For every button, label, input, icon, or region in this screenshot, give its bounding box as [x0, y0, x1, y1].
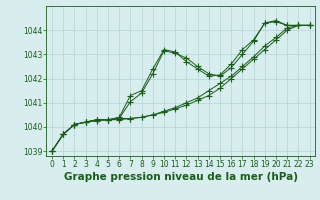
X-axis label: Graphe pression niveau de la mer (hPa): Graphe pression niveau de la mer (hPa): [64, 172, 298, 182]
